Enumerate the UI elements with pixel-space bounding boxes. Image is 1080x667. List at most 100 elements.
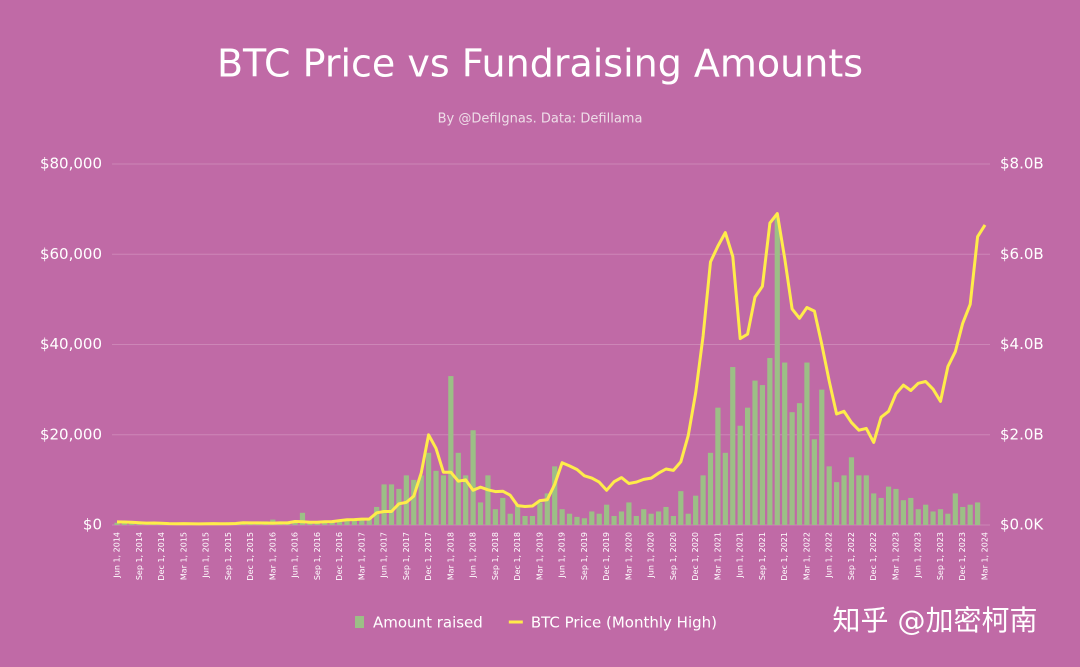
bar [789, 412, 795, 525]
bar [737, 425, 743, 525]
bar [322, 521, 328, 525]
bar [581, 518, 587, 525]
x-tick-label: Sep 1, 2023 [936, 532, 945, 580]
bar [848, 457, 855, 525]
bar [878, 497, 884, 525]
bar [678, 491, 684, 525]
x-tick-label: Sep 1, 2014 [135, 532, 144, 580]
bar [715, 407, 721, 525]
x-tick-label: Jun 1, 2021 [736, 532, 745, 579]
x-tick-label: Sep 1, 2017 [402, 532, 411, 580]
x-tick-label: Sep 1, 2016 [313, 532, 322, 580]
x-tick-label: Sep 1, 2021 [758, 532, 767, 580]
bar [559, 509, 565, 525]
y2-tick-label: $8.0B [1000, 155, 1044, 173]
bar [685, 513, 691, 525]
bar [114, 522, 120, 525]
bar [885, 486, 892, 525]
x-tick-label: Mar 1, 2017 [357, 532, 366, 580]
x-tick-label: Mar 1, 2016 [268, 532, 277, 580]
bar [804, 362, 810, 525]
bar [663, 506, 669, 525]
bar [752, 380, 758, 525]
bar [722, 452, 728, 525]
x-tick-label: Jun 1, 2014 [113, 532, 122, 579]
bar [344, 520, 350, 525]
bar [796, 403, 803, 525]
y-tick-label: $0 [83, 516, 102, 534]
bar [967, 504, 973, 525]
bar [744, 407, 751, 525]
bar [515, 504, 521, 525]
bar [374, 506, 380, 525]
bar [433, 470, 439, 525]
chart-subtitle: By @DefiIgnas. Data: Defillama [438, 112, 643, 127]
y-tick-label: $60,000 [40, 245, 102, 263]
y2-tick-label: $4.0B [1000, 335, 1044, 353]
bar [648, 513, 654, 525]
x-tick-label: Jun 1, 2018 [469, 532, 478, 579]
x-tick-label: Jun 1, 2016 [291, 532, 300, 579]
y-tick-label: $40,000 [40, 335, 102, 353]
bar [923, 504, 929, 525]
bar [856, 475, 862, 525]
price-line [116, 212, 987, 526]
chart-title: BTC Price vs Fundraising Amounts [217, 42, 863, 86]
bar [403, 475, 409, 525]
bar [485, 475, 491, 525]
bar [596, 513, 602, 525]
x-tick-label: Sep 1, 2022 [847, 532, 856, 580]
bar [507, 513, 513, 525]
bar [537, 502, 543, 525]
legend-swatch [355, 616, 364, 628]
x-tick-label: Jun 1, 2020 [647, 532, 656, 579]
bar [670, 515, 677, 525]
bar [604, 504, 610, 525]
bar [782, 362, 788, 525]
bar [908, 497, 914, 525]
bar [455, 452, 461, 525]
bar [759, 385, 766, 525]
bar [974, 502, 981, 525]
x-tick-label: Jun 1, 2015 [202, 532, 211, 579]
y2-tick-label: $6.0B [1000, 245, 1044, 263]
bar [700, 475, 706, 525]
bar [388, 484, 395, 525]
bar [529, 515, 536, 525]
bar [129, 523, 135, 525]
bar [633, 515, 639, 525]
bar [960, 506, 966, 525]
x-tick-label: Mar 1, 2018 [446, 532, 455, 580]
bar [826, 466, 832, 525]
bar [841, 475, 847, 525]
bar [396, 488, 402, 525]
bar [871, 493, 877, 525]
x-tick-label: Mar 1, 2019 [535, 532, 544, 580]
bar [611, 515, 617, 525]
bar [366, 518, 372, 525]
x-tick-label: Sep 1, 2018 [491, 532, 500, 580]
x-tick-label: Dec 1, 2014 [157, 532, 166, 581]
bar [863, 475, 869, 525]
x-tick-label: Sep 1, 2015 [224, 532, 233, 580]
x-tick-label: Sep 1, 2019 [580, 532, 589, 580]
bar [351, 519, 358, 525]
x-tick-label: Dec 1, 2019 [602, 532, 611, 581]
bar [470, 430, 476, 525]
bar [730, 367, 736, 525]
legend-label: Amount raised [373, 614, 483, 632]
bar [500, 497, 506, 525]
bar [477, 502, 484, 525]
x-tick-label: Dec 1, 2020 [691, 532, 700, 581]
bar [121, 522, 128, 525]
x-tick-label: Dec 1, 2022 [869, 532, 878, 581]
bar [819, 389, 825, 525]
bar [440, 475, 447, 525]
bar [589, 511, 595, 525]
bar [893, 488, 899, 525]
bar [641, 509, 647, 525]
bar [359, 520, 365, 525]
bar [411, 479, 417, 525]
bar [693, 495, 699, 525]
